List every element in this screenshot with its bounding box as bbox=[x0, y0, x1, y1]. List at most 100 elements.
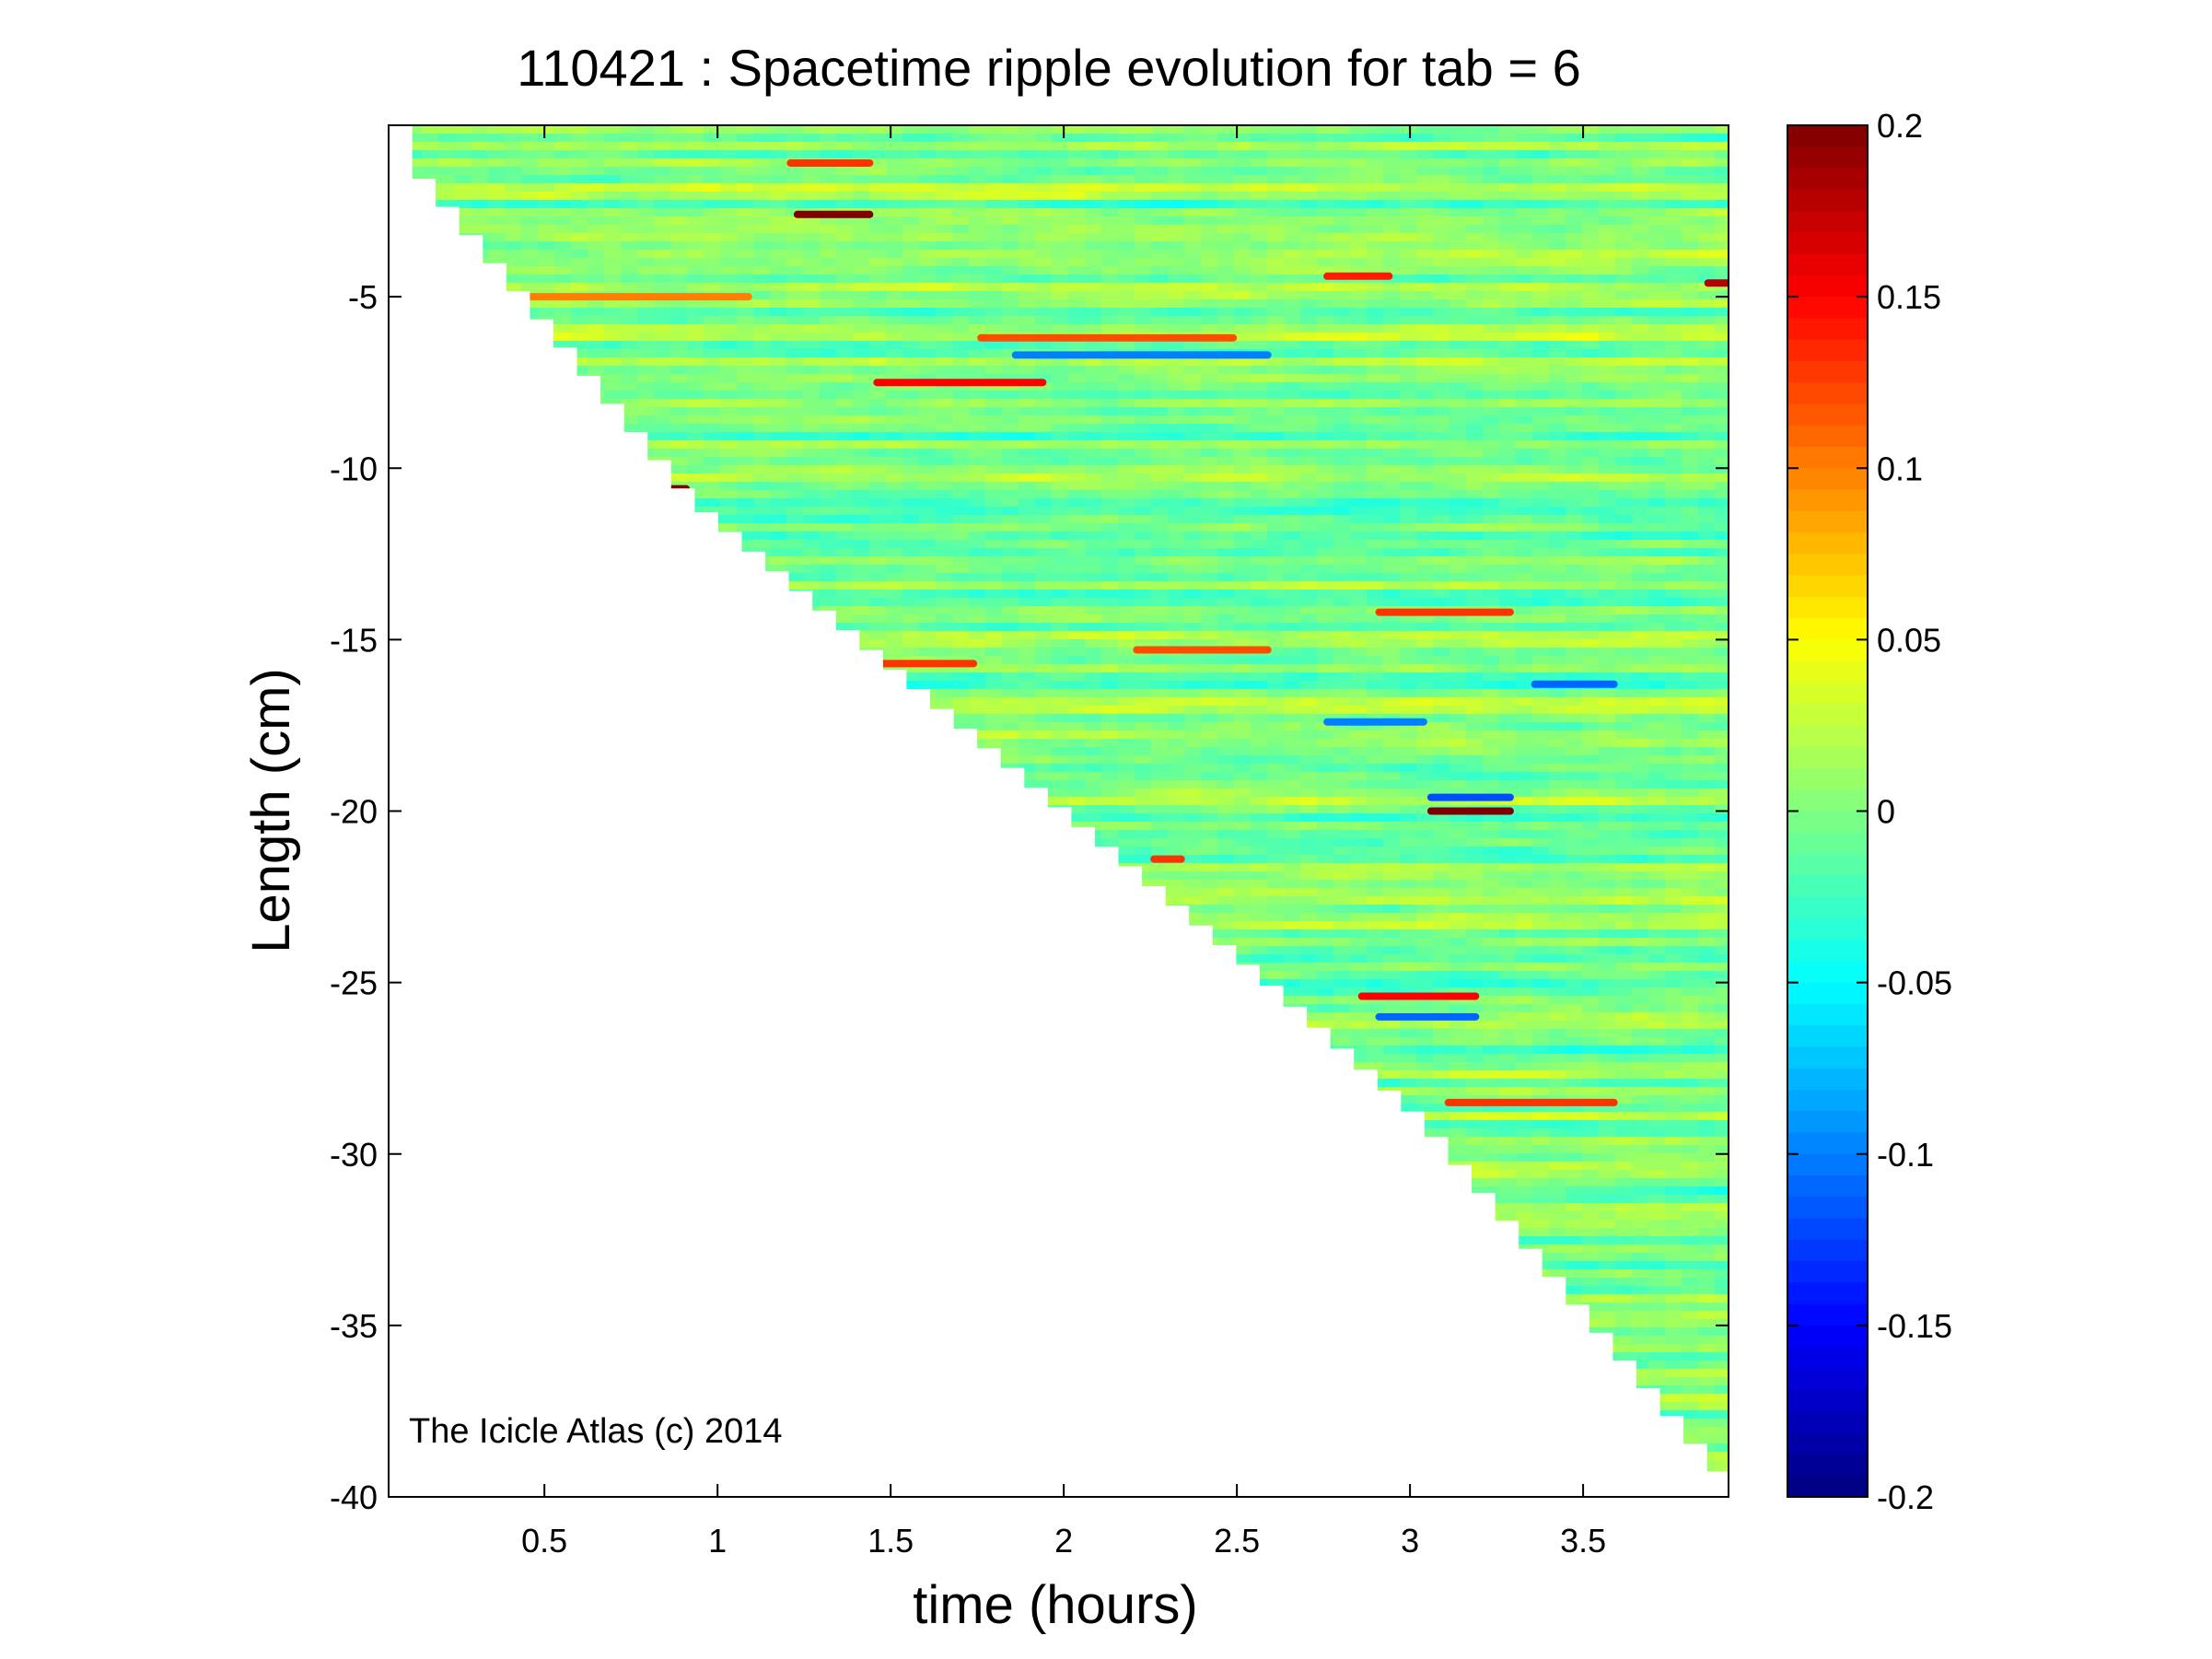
heatmap-cell bbox=[604, 183, 622, 193]
heatmap-cell bbox=[1466, 449, 1484, 458]
heatmap-cell bbox=[1367, 440, 1384, 450]
heatmap-cell bbox=[621, 150, 638, 159]
heatmap-cell bbox=[919, 158, 937, 168]
heatmap-cell bbox=[1101, 515, 1119, 524]
heatmap-cell bbox=[1350, 183, 1368, 193]
heatmap-cell bbox=[1632, 167, 1649, 176]
heatmap-cell bbox=[637, 374, 655, 383]
heatmap-cell bbox=[969, 490, 986, 499]
heatmap-cell bbox=[985, 183, 1003, 193]
heatmap-cell bbox=[936, 324, 953, 333]
heatmap-cell bbox=[1350, 606, 1368, 615]
heatmap-cell bbox=[405, 158, 423, 168]
heatmap-cell bbox=[1284, 391, 1301, 400]
heatmap-cell bbox=[1549, 399, 1566, 408]
heatmap-cell bbox=[753, 241, 771, 251]
heatmap-cell bbox=[1698, 258, 1716, 267]
heatmap-cell bbox=[1466, 482, 1484, 491]
heatmap-cell bbox=[1350, 158, 1368, 168]
heatmap-cell bbox=[1300, 556, 1318, 566]
heatmap-cell bbox=[1217, 225, 1235, 234]
heatmap-cell bbox=[969, 266, 986, 275]
heatmap-cell bbox=[936, 341, 953, 350]
heatmap-cell bbox=[869, 391, 887, 400]
heatmap-cell bbox=[1665, 606, 1682, 615]
heatmap-cell bbox=[869, 150, 887, 159]
heatmap-cell bbox=[1085, 167, 1102, 176]
heatmap-cell bbox=[1035, 424, 1053, 433]
heatmap-cell bbox=[1101, 241, 1119, 251]
heatmap-cell bbox=[1101, 382, 1119, 391]
heatmap-cell bbox=[869, 606, 887, 615]
heatmap-cell bbox=[836, 142, 854, 151]
heatmap-cell bbox=[1615, 490, 1633, 499]
heatmap-cell bbox=[820, 424, 837, 433]
heatmap-cell bbox=[1665, 266, 1682, 275]
heatmap-cell bbox=[1002, 167, 1019, 176]
heatmap-cell bbox=[1499, 598, 1517, 607]
heatmap-cell bbox=[1383, 225, 1401, 234]
heatmap-cell bbox=[737, 540, 754, 549]
heatmap-cell bbox=[1648, 507, 1666, 516]
heatmap-cell bbox=[985, 250, 1003, 259]
heatmap-cell bbox=[1648, 366, 1666, 375]
heatmap-cell bbox=[969, 598, 986, 607]
heatmap-cell bbox=[1698, 548, 1716, 557]
heatmap-cell bbox=[1516, 424, 1533, 433]
heatmap-cell bbox=[554, 250, 572, 259]
heatmap-cell bbox=[1350, 357, 1368, 367]
heatmap-cell bbox=[604, 366, 622, 375]
heatmap-cell bbox=[720, 324, 738, 333]
heatmap-cell bbox=[969, 457, 986, 466]
heatmap-cell bbox=[704, 382, 721, 391]
heatmap-cell bbox=[588, 216, 605, 226]
heatmap-cell bbox=[1217, 233, 1235, 242]
heatmap-cell bbox=[1068, 606, 1086, 615]
heatmap-cell bbox=[1184, 233, 1202, 242]
heatmap-cell bbox=[1002, 283, 1019, 292]
heatmap-cell bbox=[902, 548, 920, 557]
heatmap-cell bbox=[1599, 407, 1616, 416]
heatmap-cell bbox=[1118, 134, 1135, 143]
heatmap-cell bbox=[521, 134, 539, 143]
heatmap-cell bbox=[1698, 233, 1716, 242]
heatmap-cell bbox=[1715, 125, 1729, 134]
heatmap-cell bbox=[902, 498, 920, 508]
heatmap-cell bbox=[1599, 299, 1616, 309]
heatmap-cell bbox=[1566, 357, 1583, 367]
heatmap-cell bbox=[786, 150, 804, 159]
heatmap-cell bbox=[1350, 225, 1368, 234]
heatmap-cell bbox=[737, 473, 754, 483]
heatmap-cell bbox=[1698, 125, 1716, 134]
heatmap-cell bbox=[836, 507, 854, 516]
heatmap-cell bbox=[1715, 183, 1729, 193]
heatmap-cell bbox=[1118, 192, 1135, 201]
heatmap-cell bbox=[1367, 208, 1384, 217]
heatmap-cell bbox=[1151, 142, 1169, 151]
heatmap-cell bbox=[621, 407, 638, 416]
heatmap-cell bbox=[1632, 614, 1649, 624]
heatmap-cell bbox=[1068, 175, 1086, 184]
heatmap-cell bbox=[621, 324, 638, 333]
heatmap-cell bbox=[654, 324, 671, 333]
heatmap-cell bbox=[869, 556, 887, 566]
heatmap-cell bbox=[1599, 291, 1616, 300]
heatmap-cell bbox=[488, 208, 506, 217]
heatmap-cell bbox=[1184, 216, 1202, 226]
heatmap-cell bbox=[1052, 283, 1069, 292]
heatmap-cell bbox=[1251, 357, 1268, 367]
heatmap-cell bbox=[1201, 250, 1218, 259]
heatmap-cell bbox=[770, 357, 787, 367]
heatmap-cell bbox=[1483, 415, 1500, 425]
heatmap-cell bbox=[902, 200, 920, 209]
heatmap-cell bbox=[670, 241, 688, 251]
heatmap-cell bbox=[1333, 316, 1351, 325]
heatmap-cell bbox=[1499, 291, 1517, 300]
heatmap-cell bbox=[1648, 490, 1666, 499]
heatmap-cell bbox=[1549, 515, 1566, 524]
heatmap-cell bbox=[1632, 142, 1649, 151]
heatmap-cell bbox=[919, 490, 937, 499]
heatmap-cell bbox=[1333, 614, 1351, 624]
heatmap-cell bbox=[621, 258, 638, 267]
heatmap-cell bbox=[654, 216, 671, 226]
